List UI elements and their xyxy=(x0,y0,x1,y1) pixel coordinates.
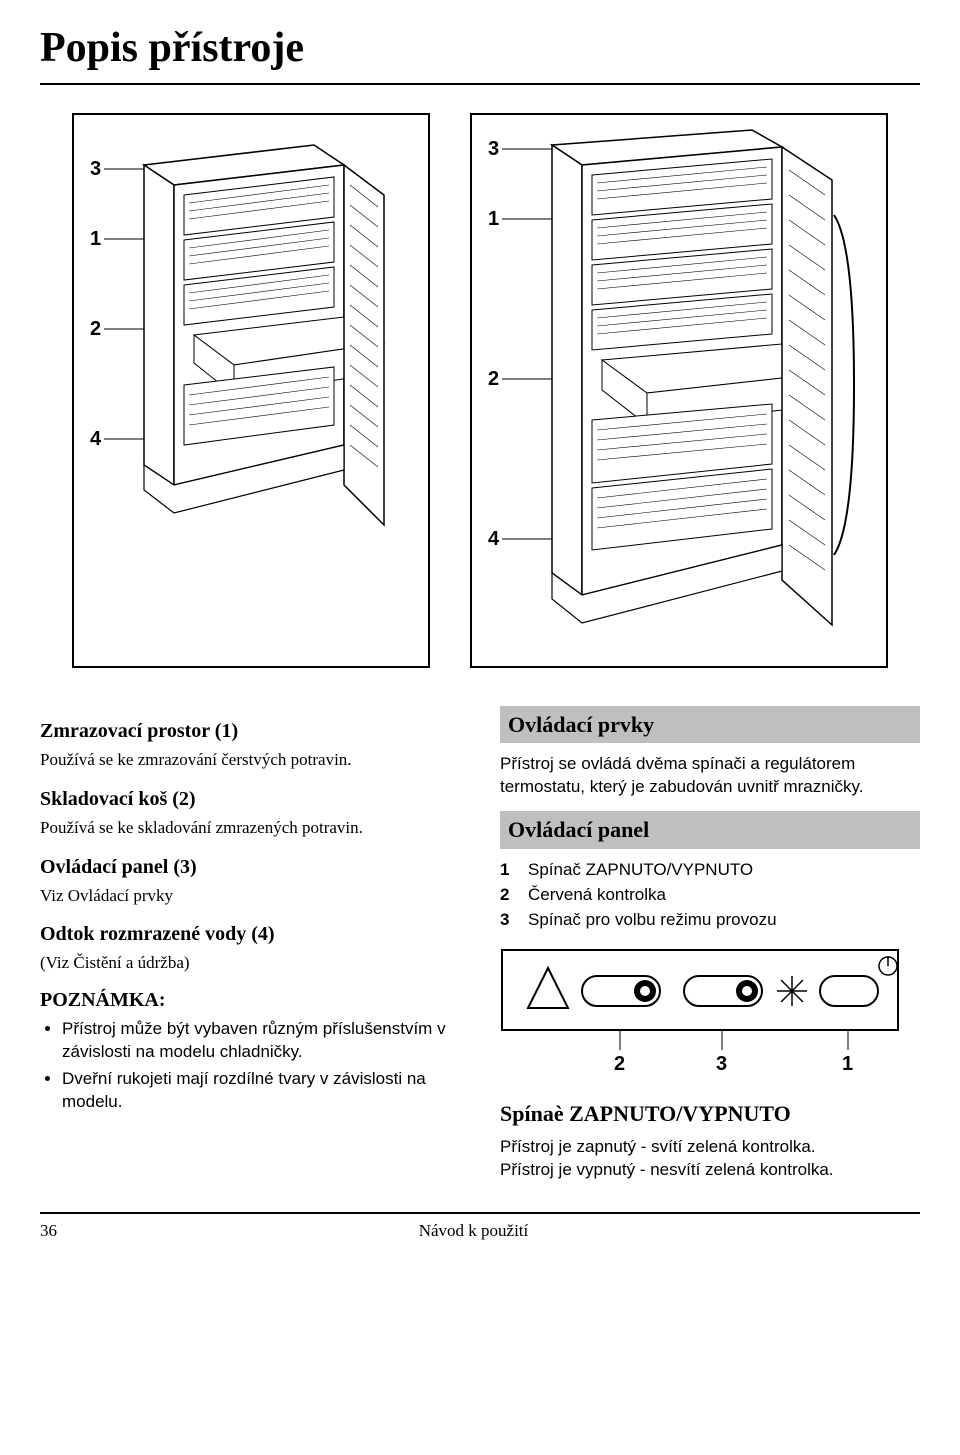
diagram-label-3: 3 xyxy=(488,138,499,160)
drain-head: Odtok rozmrazené vody (4) xyxy=(40,921,460,948)
freeze-head: Zmrazovací prostor (1) xyxy=(40,718,460,745)
panel-header: Ovládací panel xyxy=(500,811,920,849)
legend-text: Červená kontrolka xyxy=(528,884,787,909)
page-title: Popis přístroje xyxy=(40,20,920,77)
diagram-label-4: 4 xyxy=(488,528,500,550)
diagram-label-2: 2 xyxy=(488,368,499,390)
freezer-large-svg: 3 1 2 4 xyxy=(482,125,872,645)
diagram-label-1: 1 xyxy=(488,208,499,230)
cp-label-3: 3 xyxy=(716,1053,727,1075)
diagram-row: 3 1 2 4 xyxy=(40,113,920,668)
legend-num: 1 xyxy=(500,859,528,884)
controls-header: Ovládací prvky xyxy=(500,706,920,744)
legend-num: 2 xyxy=(500,884,528,909)
freeze-body: Používá se ke zmrazování čerstvých potra… xyxy=(40,749,460,772)
legend-row: 2 Červená kontrolka xyxy=(500,884,787,909)
note-item: Dveřní rukojeti mají rozdílné tvary v zá… xyxy=(62,1068,460,1114)
store-head: Skladovací koš (2) xyxy=(40,786,460,813)
store-body: Používá se ke skladování zmrazených potr… xyxy=(40,817,460,840)
freezer-small-svg: 3 1 2 4 xyxy=(84,125,414,555)
note-label: POZNÁMKA: xyxy=(40,987,460,1014)
legend-text: Spínač ZAPNUTO/VYPNUTO xyxy=(528,859,787,884)
legend-text: Spínač pro volbu režimu provozu xyxy=(528,909,787,934)
drain-body: (Viz Čistění a údržba) xyxy=(40,952,460,975)
cp-label-2: 2 xyxy=(614,1053,625,1075)
control-panel-svg: 2 3 1 xyxy=(500,948,900,1078)
diagram-label-1: 1 xyxy=(90,228,101,250)
switch-off-text: Přístroj je vypnutý - nesvítí zelená kon… xyxy=(500,1159,920,1182)
controls-body: Přístroj se ovládá dvěma spínači a regul… xyxy=(500,753,920,799)
diagram-small-freezer: 3 1 2 4 xyxy=(72,113,430,668)
right-column: Ovládací prvky Přístroj se ovládá dvěma … xyxy=(500,704,920,1183)
diagram-large-freezer: 3 1 2 4 xyxy=(470,113,888,668)
diagram-label-3: 3 xyxy=(90,158,101,180)
panel-body: Viz Ovládací prvky xyxy=(40,885,460,908)
footer-caption: Návod k použití xyxy=(419,1220,529,1243)
legend-table: 1 Spínač ZAPNUTO/VYPNUTO 2 Červená kontr… xyxy=(500,859,787,934)
legend-num: 3 xyxy=(500,909,528,934)
diagram-label-2: 2 xyxy=(90,318,101,340)
diagram-label-4: 4 xyxy=(90,428,102,450)
switch-head: Spínaè ZAPNUTO/VYPNUTO xyxy=(500,1099,920,1129)
legend-row: 3 Spínač pro volbu režimu provozu xyxy=(500,909,787,934)
note-item: Přístroj může být vybaven různým přísluš… xyxy=(62,1018,460,1064)
legend-row: 1 Spínač ZAPNUTO/VYPNUTO xyxy=(500,859,787,884)
title-rule xyxy=(40,83,920,85)
control-panel-diagram: 2 3 1 xyxy=(500,948,920,1085)
note-list: Přístroj může být vybaven různým přísluš… xyxy=(40,1018,460,1114)
page-footer: 36 Návod k použití xyxy=(40,1212,920,1243)
switch-on-text: Přístroj je zapnutý - svítí zelená kontr… xyxy=(500,1136,920,1159)
text-columns: Zmrazovací prostor (1) Používá se ke zmr… xyxy=(40,704,920,1183)
panel-head: Ovládací panel (3) xyxy=(40,854,460,881)
page-number: 36 xyxy=(40,1220,57,1243)
cp-label-1: 1 xyxy=(842,1053,853,1075)
left-column: Zmrazovací prostor (1) Používá se ke zmr… xyxy=(40,704,460,1183)
